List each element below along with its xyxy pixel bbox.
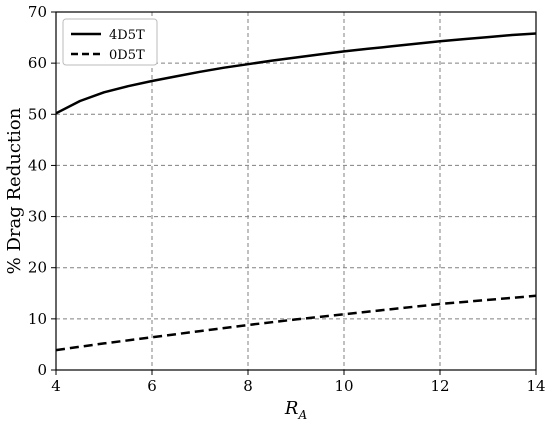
plot-frame bbox=[55, 11, 537, 371]
x-axis-label: RA bbox=[284, 398, 308, 422]
y-tick-label: 10 bbox=[28, 310, 47, 328]
x-axis-label-subscript: A bbox=[297, 408, 307, 422]
y-tick-label: 60 bbox=[28, 54, 47, 72]
legend-label-4d5t: 4D5T bbox=[109, 28, 145, 43]
y-tick-label: 40 bbox=[28, 156, 47, 174]
grid-lines bbox=[56, 12, 536, 370]
y-tick-label: 30 bbox=[28, 208, 47, 226]
series-line-0d5t bbox=[55, 294, 537, 352]
x-tick-label: 12 bbox=[430, 377, 449, 395]
x-tick-label: 6 bbox=[147, 377, 157, 395]
y-tick-label: 20 bbox=[28, 259, 47, 277]
series-layer bbox=[55, 32, 537, 352]
axis-ticks: 4 6 8 10 12 14 0 10 20 30 40 50 60 70 bbox=[28, 3, 546, 395]
x-tick-label: 14 bbox=[526, 377, 545, 395]
x-tick-label: 10 bbox=[334, 377, 353, 395]
x-tick-label: 8 bbox=[243, 377, 253, 395]
legend: 4D5T 0D5T bbox=[62, 18, 158, 66]
legend-label-0d5t: 0D5T bbox=[109, 48, 145, 63]
y-axis-label: % Drag Reduction bbox=[4, 107, 25, 274]
y-tick-label: 0 bbox=[37, 361, 47, 379]
x-tick-label: 4 bbox=[51, 377, 61, 395]
series-line-4d5t bbox=[55, 32, 537, 115]
y-tick-label: 50 bbox=[28, 105, 47, 123]
y-tick-label: 70 bbox=[28, 3, 47, 21]
